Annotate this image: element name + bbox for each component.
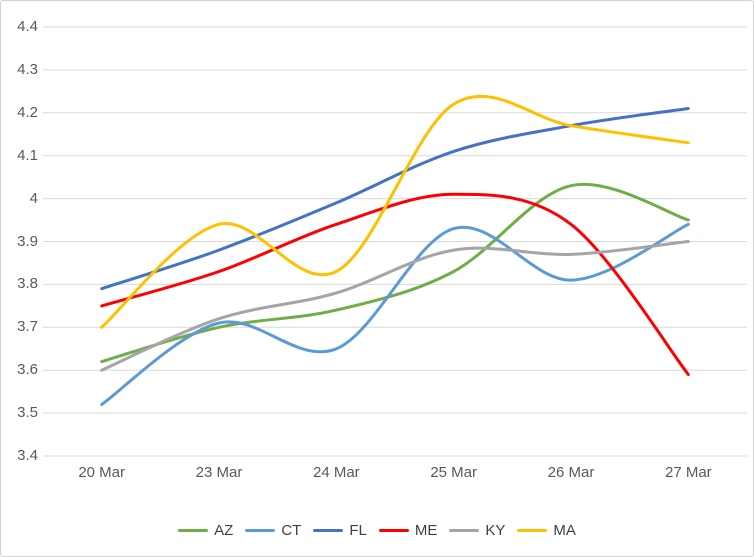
legend-swatch-fl [313, 529, 344, 532]
legend-label: ME [414, 522, 438, 539]
legend-item-fl: FL [313, 522, 367, 539]
series-line-az [100, 182, 690, 364]
x-axis-tick-label: 23 Mar [195, 464, 243, 481]
legend-item-ma: MA [517, 522, 576, 539]
legend-label: FL [349, 522, 367, 539]
legend-label: CT [281, 522, 302, 539]
y-axis-tick-label: 4.2 [17, 103, 38, 121]
y-axis-tick-label: 4.1 [17, 146, 38, 164]
y-axis-tick-label: 3.9 [17, 232, 38, 250]
legend-item-az: AZ [178, 522, 233, 539]
legend-item-me: ME [378, 522, 438, 539]
x-axis-tick-label: 26 Mar [547, 464, 595, 481]
chart-legend: AZ CT FL ME KY MA [1, 522, 753, 539]
series-line-ma [100, 94, 690, 329]
series-line-me [100, 192, 690, 376]
legend-label: KY [485, 522, 506, 539]
y-axis-tick-label: 4.4 [17, 18, 38, 35]
y-axis-tick-label: 4 [29, 189, 38, 207]
series-line-ct [100, 222, 690, 406]
y-axis-tick-label: 4.3 [17, 60, 38, 78]
y-axis-tick-label: 3.4 [17, 447, 38, 464]
x-axis-tick-label: 25 Mar [430, 464, 477, 481]
x-axis-tick-label: 24 Mar [312, 464, 360, 481]
series-line-ky [100, 240, 690, 372]
legend-swatch-az [178, 529, 209, 532]
series-line-fl [100, 107, 690, 291]
y-axis-tick-label: 3.7 [17, 318, 38, 336]
legend-label: AZ [214, 522, 234, 539]
legend-item-ct: CT [245, 522, 301, 539]
legend-swatch-me [378, 529, 409, 532]
y-axis-tick-label: 3.5 [17, 404, 38, 422]
legend-swatch-ky [449, 529, 480, 532]
legend-label: MA [553, 522, 576, 539]
legend-item-ky: KY [449, 522, 505, 539]
x-axis-tick-label: 27 Mar [664, 464, 712, 481]
legend-swatch-ct [245, 529, 276, 532]
legend-swatch-ma [517, 529, 548, 532]
x-axis-tick-label: 20 Mar [78, 464, 125, 481]
y-axis-tick-label: 3.6 [17, 361, 38, 379]
y-axis-tick-label: 3.8 [17, 275, 38, 293]
